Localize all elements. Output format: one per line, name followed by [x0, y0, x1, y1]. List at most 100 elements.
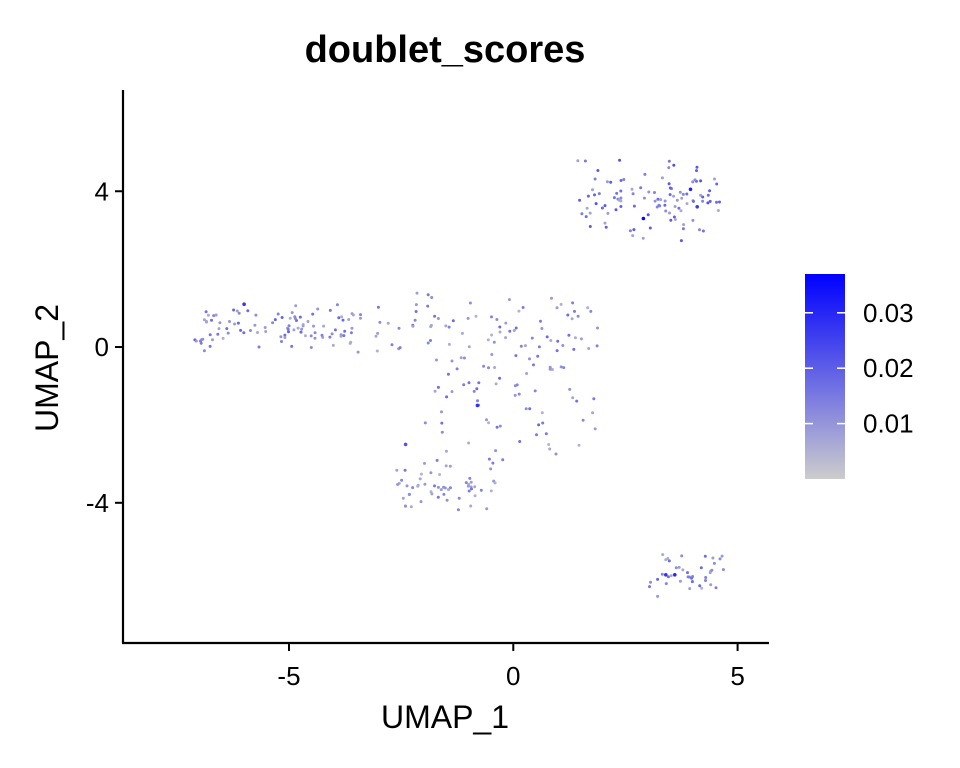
data-point [550, 296, 553, 300]
data-point [544, 432, 548, 436]
data-point [701, 199, 705, 203]
data-point [686, 571, 689, 575]
data-point [691, 180, 695, 184]
data-point [577, 443, 581, 447]
data-point [521, 306, 525, 309]
data-point [712, 561, 716, 565]
data-point [359, 313, 362, 317]
y-ticks: -4 0 4 [86, 176, 123, 518]
data-point [612, 196, 616, 200]
data-point [519, 344, 523, 348]
data-point [201, 337, 205, 341]
data-point [528, 357, 531, 361]
data-point [667, 559, 671, 563]
data-point [273, 318, 277, 322]
data-point [537, 423, 541, 427]
data-point [286, 327, 290, 331]
data-point [554, 452, 558, 456]
data-point [540, 327, 544, 330]
data-point-highlight [673, 573, 677, 577]
data-point [232, 308, 236, 312]
data-point [439, 488, 443, 492]
data-point [426, 341, 430, 345]
data-point [498, 424, 502, 428]
data-point [217, 327, 221, 331]
data-point [703, 554, 707, 558]
data-point [593, 427, 597, 431]
data-point [648, 585, 651, 589]
data-point [504, 336, 508, 340]
data-point [698, 228, 701, 232]
data-point [218, 321, 222, 325]
data-point [335, 303, 339, 307]
data-point [619, 205, 623, 208]
data-point [350, 312, 354, 316]
data-point [653, 191, 656, 194]
data-point [656, 577, 660, 581]
data-point [214, 313, 218, 317]
data-point [603, 221, 607, 225]
data-point [429, 471, 433, 475]
data-point [561, 344, 565, 347]
data-point [429, 323, 433, 327]
data-point [444, 464, 448, 468]
data-point [508, 329, 512, 333]
data-point [720, 554, 724, 558]
data-point [498, 325, 502, 329]
data-point [668, 211, 671, 215]
chart-title: doublet_scores [305, 29, 586, 71]
data-point [605, 180, 609, 184]
data-point [568, 387, 572, 391]
data-point [562, 366, 566, 370]
data-point [715, 200, 718, 204]
data-point [532, 363, 535, 367]
data-point [430, 492, 434, 496]
data-point [378, 320, 382, 324]
data-point [405, 484, 409, 488]
data-point [445, 498, 449, 502]
data-point [472, 389, 476, 393]
data-point [435, 458, 439, 462]
data-point [631, 234, 635, 238]
data-point [474, 314, 478, 318]
data-point [631, 192, 635, 196]
data-point [306, 320, 310, 323]
data-point [477, 381, 481, 385]
data-point [490, 353, 494, 356]
x-tick-label: 5 [730, 661, 744, 691]
data-point [666, 575, 670, 579]
data-point [466, 316, 470, 320]
data-point [700, 586, 704, 590]
data-point [642, 196, 646, 200]
data-point [467, 345, 471, 349]
x-axis-label: UMAP_1 [381, 699, 509, 735]
data-point [588, 225, 592, 228]
data-point [313, 336, 317, 340]
data-point [704, 576, 708, 579]
data-point [575, 399, 579, 403]
data-point [446, 488, 450, 492]
data-point [699, 179, 703, 183]
data-point [667, 159, 671, 163]
data-point [279, 335, 283, 339]
data-point [411, 486, 415, 490]
data-point [536, 354, 540, 358]
data-point [462, 356, 466, 360]
data-point [708, 571, 712, 575]
data-point [411, 324, 415, 328]
data-point [548, 447, 552, 451]
data-point [330, 332, 334, 336]
data-point [573, 309, 576, 313]
data-point [585, 206, 589, 210]
data-point [517, 392, 521, 396]
data-point [413, 318, 417, 322]
data-point [678, 190, 682, 194]
data-point [254, 313, 258, 317]
data-point [593, 193, 596, 197]
data-point [498, 376, 502, 380]
data-point [264, 330, 268, 333]
colorbar-ticks: 0.01 0.02 0.03 [805, 298, 914, 439]
data-point [414, 303, 418, 307]
data-point [576, 159, 580, 163]
